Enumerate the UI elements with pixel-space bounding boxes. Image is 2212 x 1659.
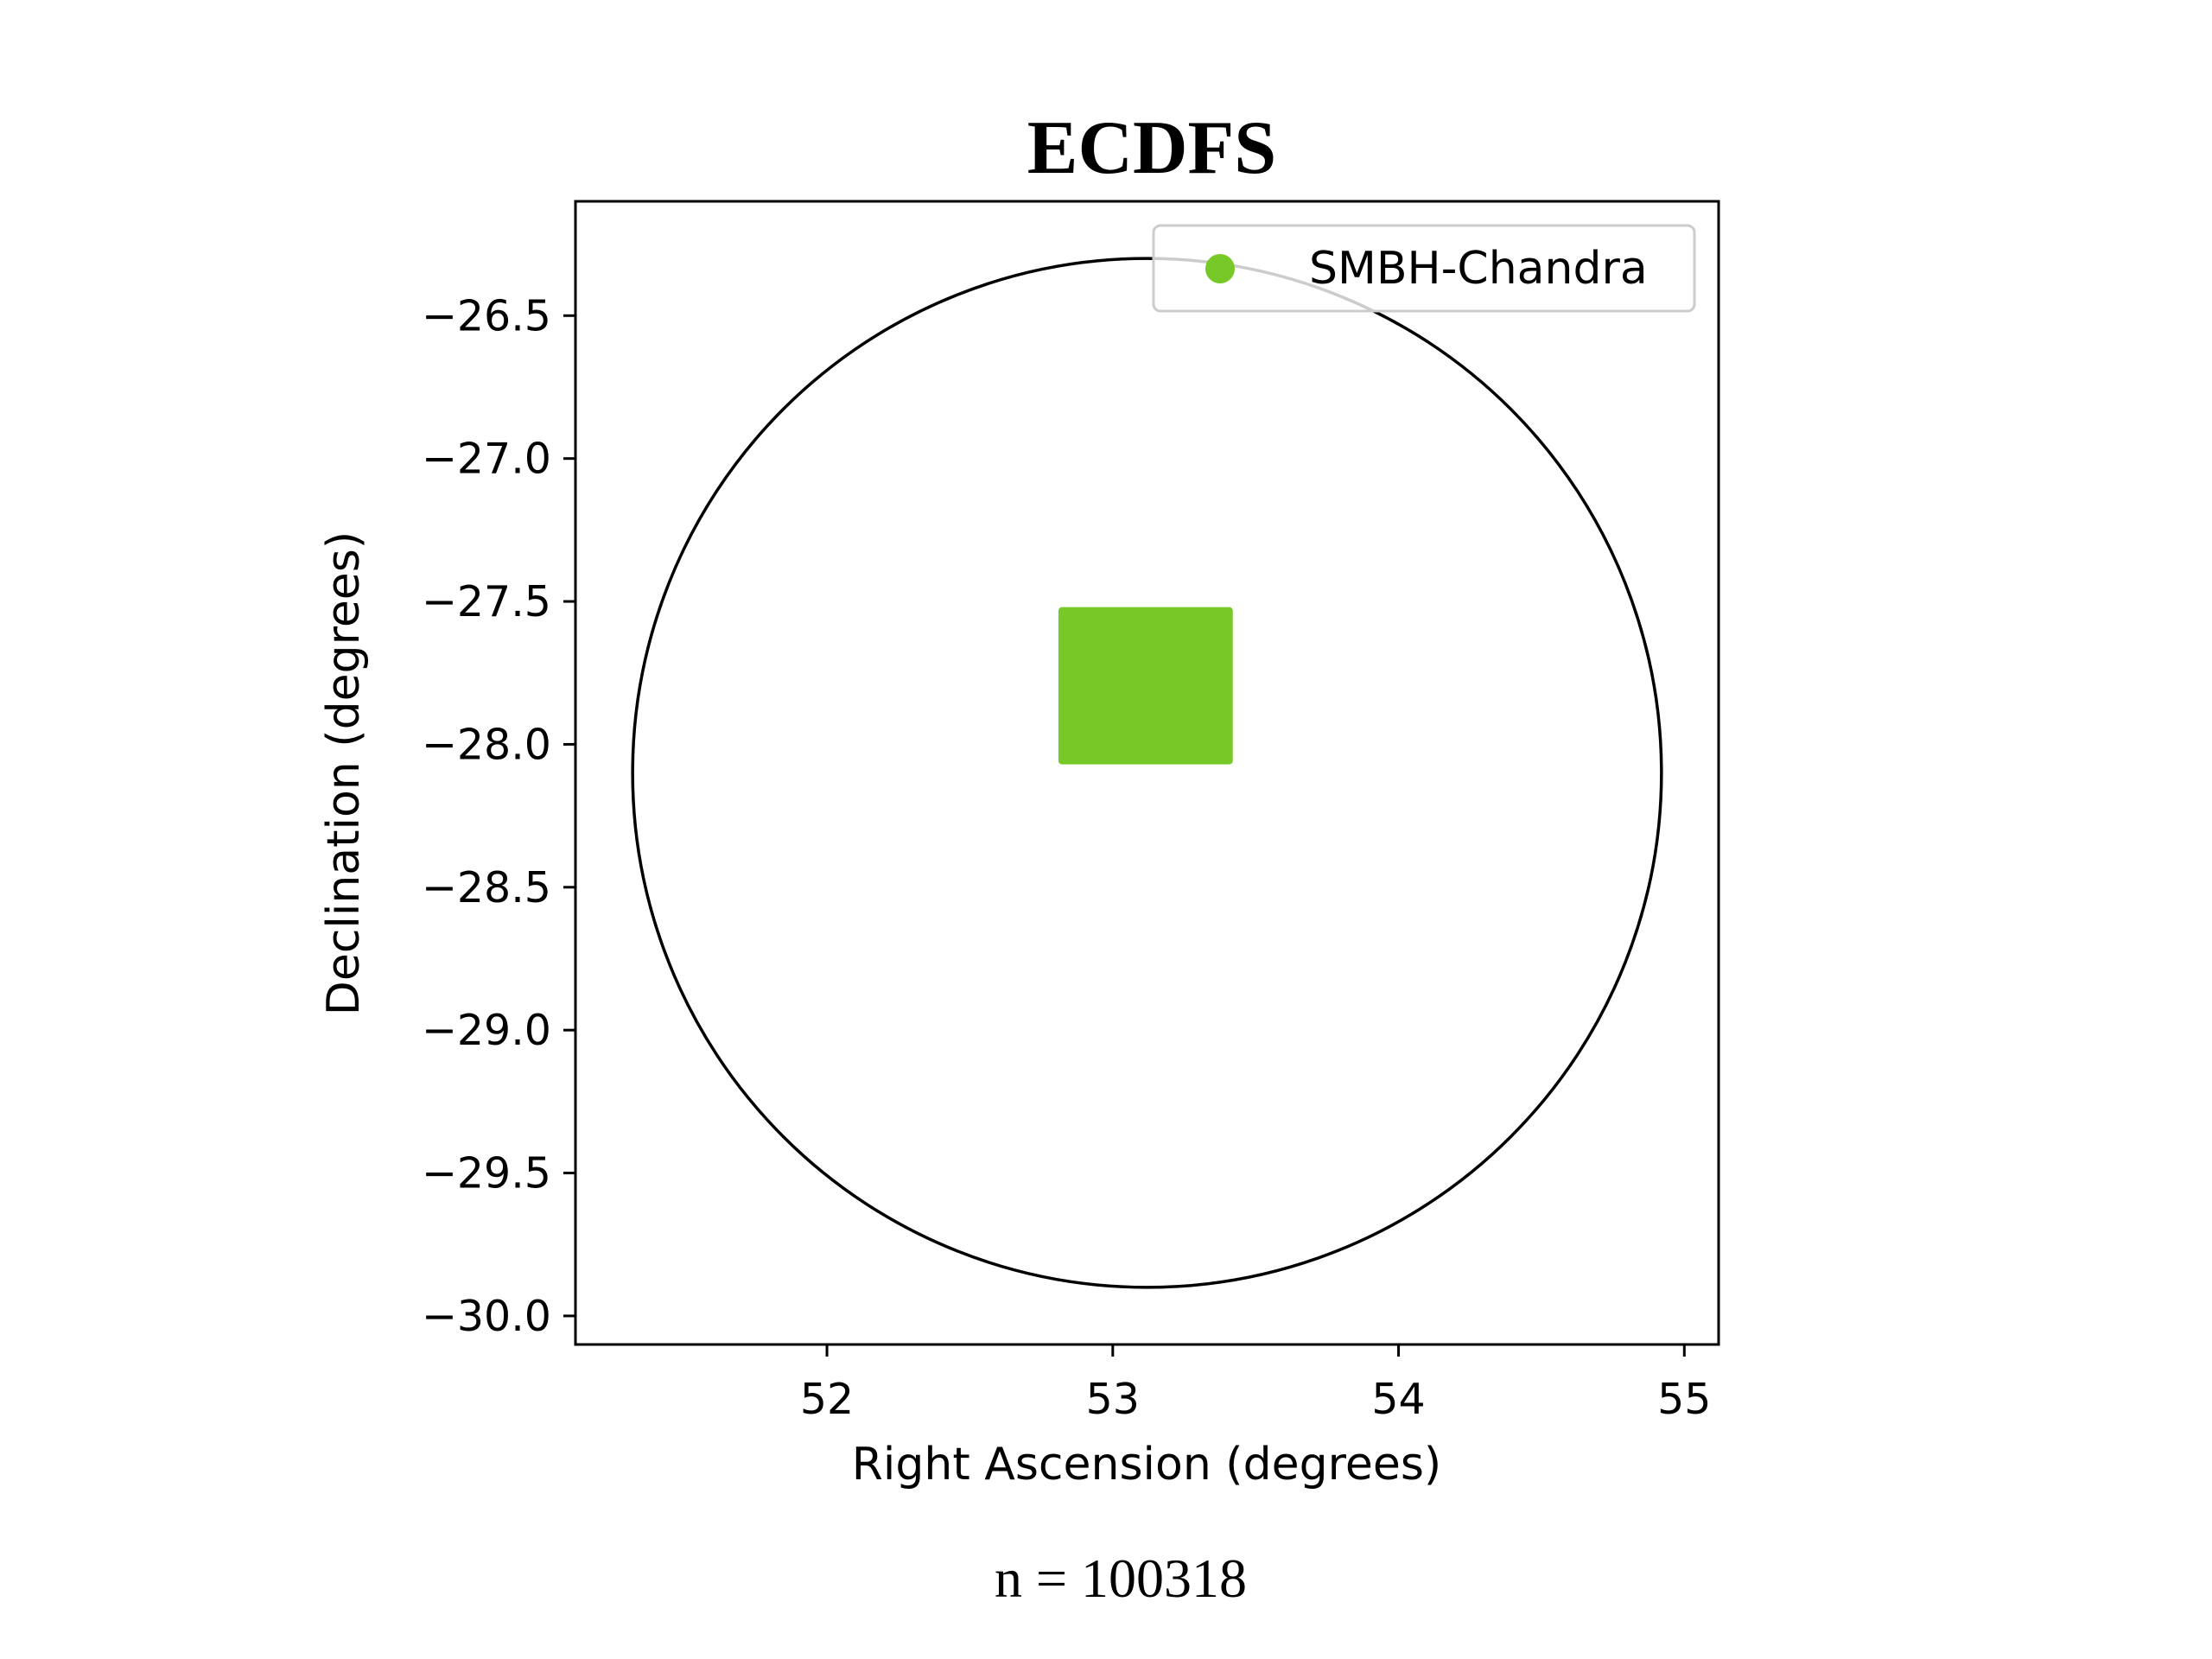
chart-title: ECDFS [1027,106,1277,190]
legend-box [1152,224,1696,313]
y-axis-ticks: −26.5 −27.0 −27.5 −28.0 −28.5 −29.0 −29.5 −30.0 [422,291,575,1341]
x-axis-ticks: 52 53 54 55 [800,1344,1711,1424]
y-tick-label: −30.0 [422,1292,551,1341]
x-tick-label: 53 [1086,1375,1140,1424]
plot-marks [631,257,1663,1289]
plot-frame [574,200,1720,1346]
y-tick-label: −27.0 [422,435,551,484]
y-tick-label: −26.5 [422,291,551,340]
plot-area [574,200,1720,1346]
y-tick-label: −29.5 [422,1149,551,1198]
y-tick-label: −27.5 [422,577,551,626]
x-axis-label: Right Ascension (degrees) [852,1439,1441,1491]
data-points-region-0 [1058,607,1233,765]
y-tick-label: −29.0 [422,1006,551,1055]
legend: SMBH-Chandra [1152,224,1696,313]
plot-background [575,201,1719,1344]
x-tick-label: 55 [1657,1375,1711,1424]
x-tick-label: 52 [800,1375,854,1424]
x-tick-label: 54 [1371,1375,1425,1424]
y-tick-label: −28.5 [422,863,551,912]
y-tick-label: −28.0 [422,720,551,769]
sample-count-note: n = 100318 [995,1548,1247,1609]
legend-marker-smbh-chandra [1205,254,1235,283]
y-axis-label: Declination (degrees) [318,531,370,1015]
field-boundary-circle [631,257,1663,1289]
legend-label-smbh-chandra: SMBH-Chandra [1309,243,1648,295]
